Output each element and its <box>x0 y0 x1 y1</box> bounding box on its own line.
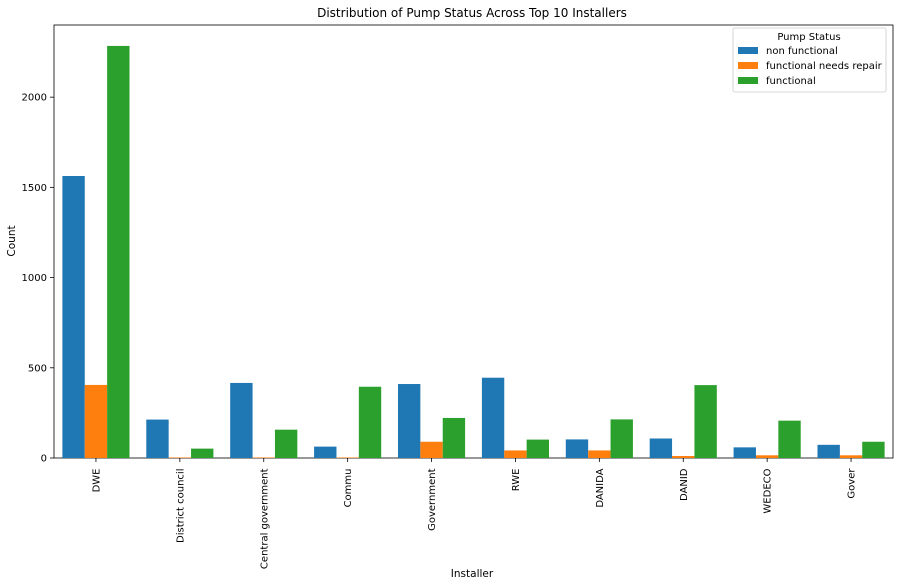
y-tick-label: 0 <box>41 454 47 465</box>
legend-label: non functional <box>766 46 838 57</box>
bar-functional <box>862 441 885 458</box>
x-tick-label: RWE <box>511 469 522 492</box>
y-tick-label: 500 <box>28 363 47 374</box>
y-tick-label: 1000 <box>22 273 47 284</box>
x-tick-label: Central government <box>259 468 270 569</box>
bar-functional-needs-repair <box>252 457 275 458</box>
legend-items: non functional functional needs repair fun… <box>738 46 883 87</box>
x-tick-label: Gover <box>847 468 858 499</box>
bar-functional <box>191 448 214 458</box>
bar-functional <box>274 429 298 458</box>
legend-frame <box>732 27 887 93</box>
bar-functional-needs-repair <box>839 455 863 458</box>
bar-non-functional <box>733 447 756 458</box>
bar-functional-needs-repair <box>504 450 527 458</box>
chart-title: Distribution of Pump Status Across Top 1… <box>317 6 627 20</box>
bar-non-functional <box>817 444 840 458</box>
bar-functional-needs-repair <box>336 457 359 458</box>
bar-functional-needs-repair <box>755 455 779 458</box>
bars-layer <box>62 45 885 459</box>
bar-functional <box>107 45 130 459</box>
x-tick-label: DWE <box>91 469 102 493</box>
bar-functional <box>358 386 382 458</box>
legend-title: Pump Status <box>777 32 840 43</box>
bar-functional <box>526 439 550 458</box>
bar-non-functional <box>230 382 253 458</box>
x-tick-label: WEDECO <box>763 468 774 513</box>
bar-non-functional <box>62 176 85 458</box>
x-tick-label: Commu <box>343 469 354 508</box>
x-tick-label: District council <box>175 469 186 543</box>
bar-non-functional <box>649 438 673 458</box>
bar-functional-needs-repair <box>588 450 611 458</box>
legend-label: functional <box>766 76 816 87</box>
bar-non-functional <box>314 446 337 458</box>
legend-swatch <box>738 77 758 84</box>
y-tick-label: 2000 <box>22 93 47 104</box>
legend-swatch <box>738 47 758 54</box>
plot-frame <box>53 24 894 459</box>
bar-functional-needs-repair <box>84 384 108 458</box>
bar-functional-needs-repair <box>672 456 695 458</box>
x-axis: DWE District council Central government Com… <box>91 458 858 569</box>
bar-non-functional <box>481 377 505 458</box>
x-axis-title: Installer <box>451 568 494 580</box>
bar-non-functional <box>565 439 589 458</box>
legend-swatch <box>738 62 758 69</box>
bar-functional-needs-repair <box>420 441 443 458</box>
x-tick-label: Government <box>427 468 438 530</box>
legend-label: functional needs repair <box>766 61 883 72</box>
bar-functional <box>442 417 466 458</box>
bar-non-functional <box>146 419 169 458</box>
x-tick-label: DANIDA <box>595 468 606 507</box>
bar-functional <box>694 385 717 458</box>
bar-functional <box>610 419 633 458</box>
legend: Pump Status non functional functional nee… <box>732 27 887 93</box>
y-axis-title: Count <box>6 225 18 256</box>
bar-non-functional <box>397 384 421 458</box>
y-axis: 0 500 1000 1500 2000 <box>22 93 54 465</box>
y-tick-label: 1500 <box>22 183 47 194</box>
x-tick-label: DANID <box>679 468 690 501</box>
bar-functional-needs-repair <box>168 457 192 458</box>
bar-functional <box>778 420 801 458</box>
